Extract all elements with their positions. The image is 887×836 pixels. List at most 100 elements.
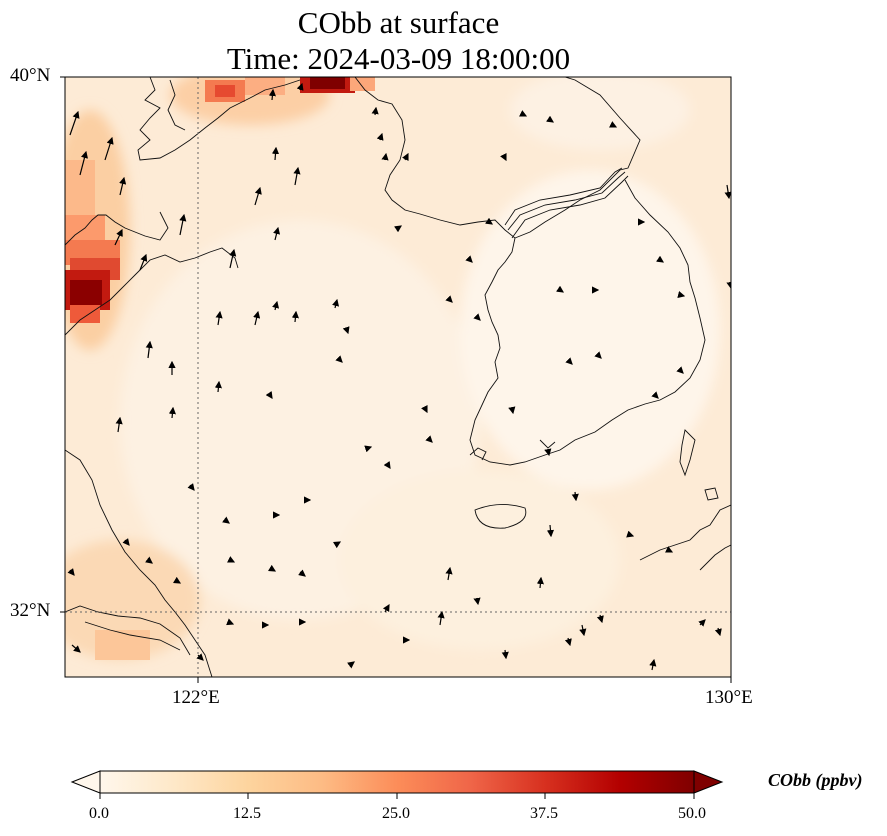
wind-arrow <box>381 152 389 161</box>
wind-arrow <box>676 366 684 374</box>
concentration-field <box>65 77 731 677</box>
wind-arrow <box>271 146 280 161</box>
map-subtitle-time: Time: 2024-03-09 18:00:00 <box>226 41 571 76</box>
wind-arrow <box>508 406 516 415</box>
wind-arrow <box>656 255 664 263</box>
wind-arrow <box>437 610 445 626</box>
wind-arrow <box>364 445 373 453</box>
wind-vectors <box>67 82 731 671</box>
colorbar-extend-low <box>70 770 101 794</box>
colorbar-label: CObb (ppbv) <box>768 770 863 790</box>
wind-arrow <box>196 653 204 661</box>
wind-arrow <box>609 121 618 128</box>
wind-arrow <box>698 619 706 627</box>
lat-tick-40n: 40°N <box>10 65 51 86</box>
wind-arrow <box>222 516 230 524</box>
wind-arrow <box>421 405 428 414</box>
wind-arrow <box>382 603 390 613</box>
wind-arrow <box>402 152 409 161</box>
wind-arrow <box>173 576 182 584</box>
wind-arrow <box>69 110 80 136</box>
wind-arrow <box>145 556 153 564</box>
wind-arrow <box>596 614 604 624</box>
wind-arrow <box>649 658 657 671</box>
wind-arrow <box>104 136 114 161</box>
wind-arrow <box>445 295 453 303</box>
wind-arrow <box>273 226 281 241</box>
wind-arrow <box>519 110 528 117</box>
wind-arrow <box>79 150 88 176</box>
wind-arrow <box>546 524 555 538</box>
wind-arrow <box>168 406 176 419</box>
wind-arrow <box>333 541 342 549</box>
wind-arrow <box>544 448 552 457</box>
wind-arrow <box>253 310 261 326</box>
wind-arrow <box>383 461 391 469</box>
lat-tick-32n: 32°N <box>10 600 51 621</box>
wind-arrow <box>139 253 148 271</box>
wind-arrow <box>724 184 731 200</box>
colorbar-tick-label: 25.0 <box>382 805 410 822</box>
wind-arrow <box>714 627 722 637</box>
wind-arrow <box>677 291 686 299</box>
wind-arrow <box>335 355 343 363</box>
wind-arrow <box>579 624 587 637</box>
wind-arrow <box>122 538 130 546</box>
wind-arrow <box>268 564 277 572</box>
wind-arrow <box>214 380 222 393</box>
colorbar-tick-label: 37.5 <box>530 805 558 822</box>
wind-arrow <box>298 569 306 577</box>
wind-arrow <box>226 618 235 626</box>
colorbar <box>70 770 724 799</box>
wind-arrow <box>565 357 573 365</box>
wind-arrow <box>536 576 544 589</box>
wind-arrow <box>272 300 280 311</box>
wind-arrow <box>179 213 187 236</box>
colorbar-tick-label: 50.0 <box>678 805 706 822</box>
wind-arrow <box>626 530 635 538</box>
wind-arrow <box>500 153 507 162</box>
wind-arrow <box>445 566 453 581</box>
wind-arrow <box>485 217 493 225</box>
map-title: CObb at surface <box>297 5 500 40</box>
wind-arrow <box>119 176 127 196</box>
wind-arrow <box>114 228 123 246</box>
wind-arrow <box>67 568 75 576</box>
wind-arrow <box>651 391 659 399</box>
lon-tick-130e: 130°E <box>705 687 753 708</box>
wind-arrow <box>227 556 236 563</box>
wind-arrow <box>571 491 579 502</box>
wind-arrow <box>501 649 509 660</box>
wind-arrow <box>342 326 350 335</box>
colorbar-tick-label: 0.0 <box>89 805 109 822</box>
wind-arrow <box>115 416 123 433</box>
wind-arrow <box>473 313 481 321</box>
wind-arrow <box>376 132 384 141</box>
wind-arrow <box>594 351 602 359</box>
wind-arrow <box>229 248 237 269</box>
wind-arrow <box>187 483 195 491</box>
wind-arrow <box>371 106 379 116</box>
colorbar-extend-high <box>693 770 724 794</box>
wind-arrow <box>296 82 304 91</box>
wind-arrow <box>564 637 572 647</box>
wind-arrow <box>347 661 355 669</box>
wind-arrow <box>546 115 554 123</box>
colorbar-tick-label: 12.5 <box>233 805 261 822</box>
wind-arrow <box>473 597 481 606</box>
wind-arrow <box>268 88 276 101</box>
wind-arrow <box>71 644 81 653</box>
wind-arrow <box>293 166 301 186</box>
wind-arrow <box>394 225 402 233</box>
wind-arrow <box>332 298 340 309</box>
wind-arrow <box>265 391 273 399</box>
wind-arrow <box>556 285 564 293</box>
map-frame <box>64 76 732 678</box>
gridlines <box>65 77 731 677</box>
lon-tick-122e: 122°E <box>172 687 220 708</box>
wind-arrow <box>254 186 262 206</box>
wind-arrow <box>425 435 433 443</box>
wind-arrow <box>665 546 674 553</box>
wind-arrow <box>291 310 299 323</box>
